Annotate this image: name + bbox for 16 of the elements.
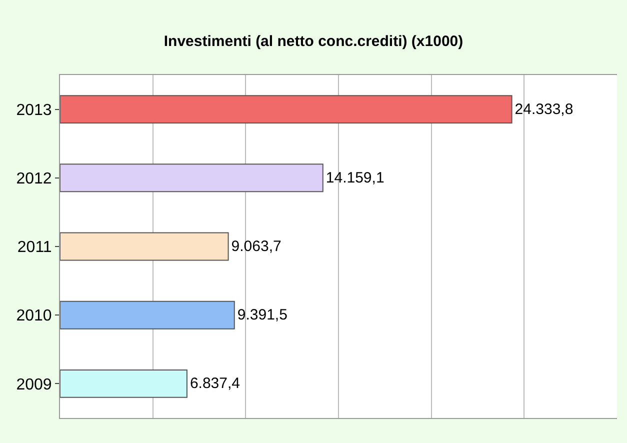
bar — [60, 300, 235, 330]
bar — [60, 95, 512, 124]
y-tick-label: 2009 — [16, 376, 52, 394]
data-label: 9.063,7 — [231, 238, 282, 255]
data-label: 9.391,5 — [237, 306, 288, 324]
y-tick-label: 2013 — [16, 102, 52, 119]
bar — [60, 164, 324, 192]
y-tick-label: 2011 — [17, 239, 52, 256]
data-label: 24.333,8 — [514, 100, 574, 118]
bar — [60, 232, 229, 261]
chart-title: Investimenti (al netto conc.crediti) (x1000) — [164, 32, 464, 50]
bar — [60, 369, 188, 398]
y-tick-label: 2012 — [16, 170, 52, 188]
data-label: 6.837,4 — [190, 375, 240, 392]
y-tick-label: 2010 — [16, 308, 52, 325]
data-label: 14.159,1 — [326, 169, 384, 186]
